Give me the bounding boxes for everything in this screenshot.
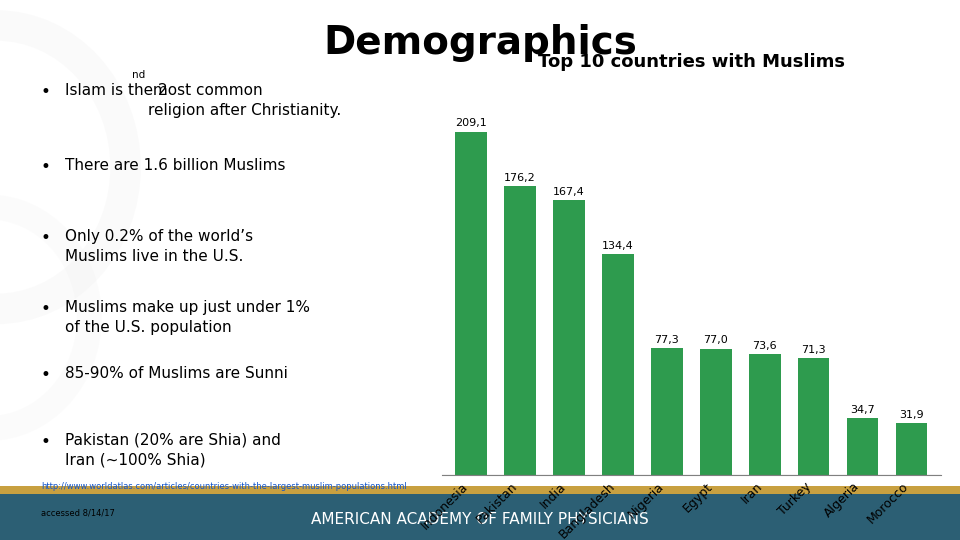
Text: nd: nd (132, 70, 145, 80)
Text: http://www.worldatlas.com/articles/countries-with-the-largest-muslim-populations: http://www.worldatlas.com/articles/count… (41, 482, 407, 490)
Text: Pakistan (20% are Shia) and
Iran (~100% Shia): Pakistan (20% are Shia) and Iran (~100% … (65, 433, 281, 468)
Bar (896, 423, 927, 475)
Text: 176,2: 176,2 (504, 172, 536, 183)
Text: 85-90% of Muslims are Sunni: 85-90% of Muslims are Sunni (65, 367, 288, 381)
Bar (651, 348, 683, 475)
Text: 77,3: 77,3 (655, 335, 679, 345)
Text: •: • (41, 229, 51, 247)
Bar (602, 254, 634, 475)
Text: accessed 8/14/17: accessed 8/14/17 (41, 508, 115, 517)
Bar (798, 358, 829, 475)
Bar (700, 349, 732, 475)
Text: Demographics: Demographics (324, 24, 636, 62)
FancyBboxPatch shape (0, 486, 960, 540)
FancyBboxPatch shape (0, 486, 960, 494)
Text: Muslims make up just under 1%
of the U.S. population: Muslims make up just under 1% of the U.S… (65, 300, 310, 335)
Text: 31,9: 31,9 (900, 409, 924, 420)
Text: 134,4: 134,4 (602, 241, 634, 251)
Bar (455, 132, 487, 475)
Text: There are 1.6 billion Muslims: There are 1.6 billion Muslims (65, 158, 285, 173)
Bar (847, 418, 878, 475)
Text: 73,6: 73,6 (753, 341, 777, 351)
Text: •: • (41, 83, 51, 101)
Bar (504, 186, 536, 475)
Text: •: • (41, 367, 51, 384)
Title: Top 10 countries with Muslims: Top 10 countries with Muslims (538, 53, 845, 71)
Text: 209,1: 209,1 (455, 118, 487, 129)
Text: 77,0: 77,0 (704, 335, 728, 346)
Text: Only 0.2% of the world’s
Muslims live in the U.S.: Only 0.2% of the world’s Muslims live in… (65, 229, 253, 264)
Text: •: • (41, 300, 51, 318)
Text: AMERICAN ACADEMY OF FAMILY PHYSICIANS: AMERICAN ACADEMY OF FAMILY PHYSICIANS (311, 512, 649, 527)
Text: •: • (41, 433, 51, 451)
Text: 34,7: 34,7 (851, 405, 875, 415)
Text: •: • (41, 158, 51, 177)
Bar (749, 354, 780, 475)
Text: most common
religion after Christianity.: most common religion after Christianity. (148, 83, 341, 118)
Bar (553, 200, 585, 475)
Text: 167,4: 167,4 (553, 187, 585, 197)
Text: 71,3: 71,3 (802, 345, 826, 355)
Text: Islam is the 2: Islam is the 2 (65, 83, 168, 98)
